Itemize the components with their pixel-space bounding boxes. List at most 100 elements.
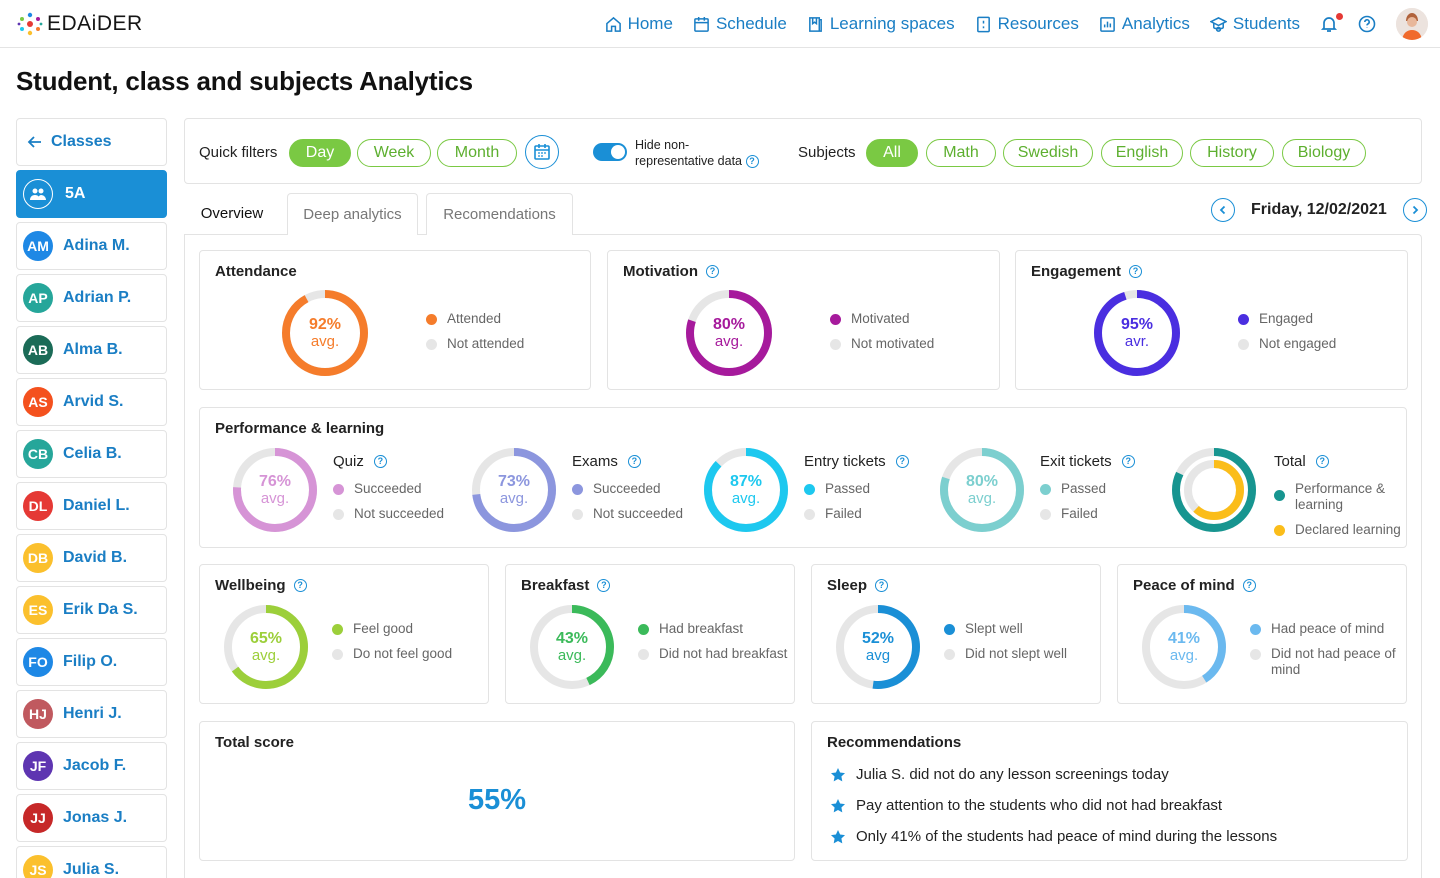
legend-dot bbox=[804, 484, 815, 495]
notification-dot bbox=[1336, 13, 1343, 20]
student-avatar: FO bbox=[23, 647, 53, 677]
help-icon[interactable]: ? bbox=[895, 455, 909, 468]
legend-dot bbox=[1040, 509, 1051, 520]
user-avatar[interactable] bbox=[1396, 8, 1428, 40]
exams-legend: Succeeded Not succeeded bbox=[572, 481, 683, 531]
sidebar-student-item[interactable]: DL Daniel L. bbox=[16, 482, 167, 530]
tab-overview[interactable]: Overview bbox=[184, 193, 280, 234]
prev-day-button[interactable] bbox=[1211, 198, 1235, 222]
legend-label: Succeeded bbox=[593, 481, 661, 496]
student-name: Jacob F. bbox=[63, 757, 127, 774]
subject-swedish-pill[interactable]: Swedish bbox=[1003, 139, 1093, 167]
peace-of-mind-legend: Had peace of mind Did not had peace of mi… bbox=[1250, 621, 1400, 687]
sidebar-student-item[interactable]: JS Julia S. bbox=[16, 846, 167, 878]
sidebar-student-item[interactable]: AS Arvid S. bbox=[16, 378, 167, 426]
legend-label: Had peace of mind bbox=[1271, 621, 1385, 636]
donut-arc bbox=[940, 448, 1024, 532]
total-legend: Performance & learning Declared learning bbox=[1274, 481, 1402, 547]
help-icon[interactable]: ? bbox=[627, 455, 641, 468]
students-list: AM Adina M. AP Adrian P. AB Alma B. AS Arvid S.… bbox=[16, 222, 167, 878]
help-icon[interactable]: ? bbox=[1315, 455, 1329, 468]
sidebar-student-item[interactable]: CB Celia B. bbox=[16, 430, 167, 478]
total-score-title: Total score bbox=[215, 734, 294, 751]
help-button[interactable] bbox=[1358, 15, 1376, 33]
wellbeing-card: Wellbeing? 65% avg. Feel good Do not feel … bbox=[199, 564, 489, 704]
students-icon bbox=[1209, 16, 1227, 32]
date-navigator: Friday, 12/02/2021 bbox=[1211, 198, 1427, 222]
sidebar-student-item[interactable]: DB David B. bbox=[16, 534, 167, 582]
donut-arc bbox=[530, 605, 614, 689]
help-icon[interactable]: ? bbox=[706, 265, 719, 278]
help-icon[interactable]: ? bbox=[373, 455, 387, 468]
filter-day-pill[interactable]: Day bbox=[289, 139, 351, 167]
sidebar-student-item[interactable]: JJ Jonas J. bbox=[16, 794, 167, 842]
help-icon[interactable]: ? bbox=[875, 579, 889, 592]
nav-resources[interactable]: Resources bbox=[975, 14, 1079, 34]
wellbeing-title: Wellbeing? bbox=[215, 577, 307, 594]
help-icon[interactable]: ? bbox=[597, 579, 611, 592]
help-icon[interactable]: ? bbox=[1242, 579, 1256, 592]
engagement-title-text: Engagement bbox=[1031, 263, 1122, 280]
nav-schedule[interactable]: Schedule bbox=[693, 14, 787, 34]
legend-item: Not motivated bbox=[830, 336, 934, 352]
donut-label: 73% avg. bbox=[471, 447, 557, 533]
nav-learning-spaces[interactable]: Learning spaces bbox=[807, 14, 955, 34]
logo[interactable]: EDAiDER bbox=[16, 10, 143, 38]
tab-recommendations[interactable]: Recomendations bbox=[426, 193, 573, 235]
back-to-classes-button[interactable]: Classes bbox=[16, 118, 167, 166]
legend-label: Declared learning bbox=[1295, 522, 1401, 537]
help-icon[interactable]: ? bbox=[1121, 455, 1135, 468]
breakfast-title-text: Breakfast bbox=[521, 577, 590, 594]
donut-arc bbox=[704, 448, 788, 532]
sidebar-class-5a[interactable]: 5A bbox=[16, 170, 167, 218]
date-picker-button[interactable] bbox=[525, 135, 559, 169]
sidebar-student-item[interactable]: AP Adrian P. bbox=[16, 274, 167, 322]
filter-bar: Quick filters Day Week Month Hide non-re… bbox=[184, 118, 1422, 184]
subject-history-pill[interactable]: History bbox=[1190, 139, 1274, 167]
nav-analytics[interactable]: Analytics bbox=[1099, 14, 1190, 34]
exit-tickets-legend: Passed Failed bbox=[1040, 481, 1106, 531]
filter-month-pill[interactable]: Month bbox=[437, 139, 517, 167]
total-double-donut bbox=[1171, 447, 1257, 533]
legend-item: Had peace of mind bbox=[1250, 621, 1400, 637]
subject-all-pill[interactable]: All bbox=[866, 139, 918, 167]
student-name: Julia S. bbox=[63, 861, 120, 878]
sleep-title-text: Sleep bbox=[827, 577, 868, 594]
subject-biology-pill[interactable]: Biology bbox=[1282, 139, 1366, 167]
sidebar-student-item[interactable]: HJ Henri J. bbox=[16, 690, 167, 738]
sidebar-student-item[interactable]: FO Filip O. bbox=[16, 638, 167, 686]
notifications-button[interactable] bbox=[1320, 13, 1343, 33]
legend-item: Succeeded bbox=[333, 481, 444, 497]
breakfast-legend: Had breakfast Did not had breakfast bbox=[638, 621, 787, 671]
hide-data-label-text: Hide non-representative data bbox=[635, 138, 743, 168]
sidebar-student-item[interactable]: JF Jacob F. bbox=[16, 742, 167, 790]
legend-item: Do not feel good bbox=[332, 646, 452, 662]
sidebar-student-item[interactable]: AB Alma B. bbox=[16, 326, 167, 374]
help-icon[interactable]: ? bbox=[293, 579, 307, 592]
help-icon[interactable]: ? bbox=[745, 155, 759, 169]
motivation-title: Motivation? bbox=[623, 263, 719, 280]
nav-resources-label: Resources bbox=[997, 14, 1079, 33]
nav-students[interactable]: Students bbox=[1209, 14, 1300, 34]
donut-ring bbox=[1142, 605, 1226, 689]
nav-home[interactable]: Home bbox=[605, 14, 673, 34]
home-icon bbox=[605, 16, 621, 32]
subject-english-pill[interactable]: English bbox=[1101, 139, 1183, 167]
donut-sub: avg. bbox=[310, 333, 340, 350]
next-day-button[interactable] bbox=[1402, 198, 1427, 222]
help-icon[interactable]: ? bbox=[1129, 265, 1143, 278]
donut-sub: avg. bbox=[714, 333, 744, 350]
donut-sub: avg. bbox=[260, 490, 290, 507]
analytics-icon bbox=[1099, 16, 1115, 32]
subject-math-pill[interactable]: Math bbox=[926, 139, 996, 167]
sidebar-student-item[interactable]: AM Adina M. bbox=[16, 222, 167, 270]
filter-week-pill[interactable]: Week bbox=[357, 139, 431, 167]
donut-label: 43% avg. bbox=[529, 604, 615, 690]
legend-dot bbox=[1250, 624, 1261, 635]
sidebar-student-item[interactable]: ES Erik Da S. bbox=[16, 586, 167, 634]
hide-data-toggle[interactable] bbox=[593, 143, 627, 161]
class-label: 5A bbox=[65, 185, 86, 202]
donut-percent: 76% bbox=[258, 473, 292, 490]
star-icon bbox=[831, 798, 845, 812]
tab-deep-analytics[interactable]: Deep analytics bbox=[287, 193, 418, 235]
